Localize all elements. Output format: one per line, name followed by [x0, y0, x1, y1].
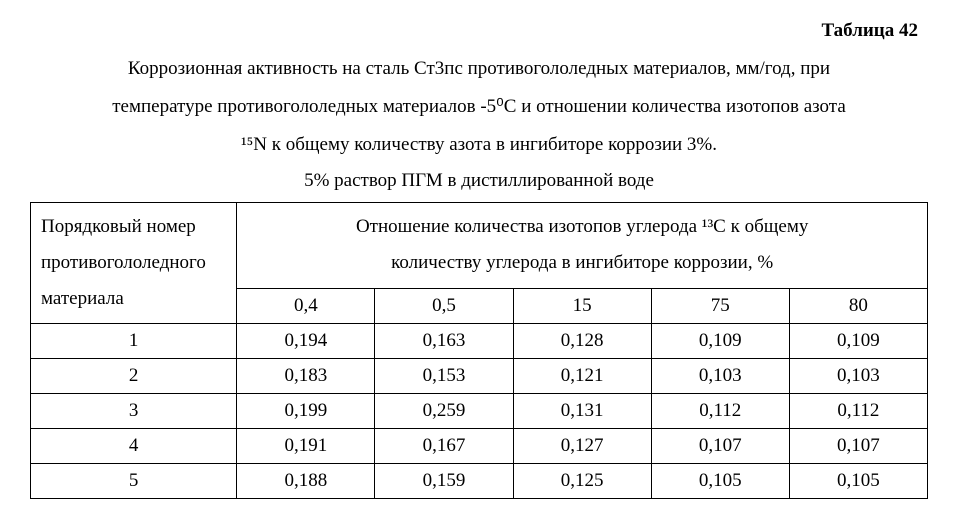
cell: 0,128 [513, 324, 651, 359]
cell: 0,103 [651, 359, 789, 394]
row-header-line-2: противогололедного [41, 252, 206, 273]
cell: 0,191 [237, 429, 375, 464]
cell: 0,109 [651, 324, 789, 359]
table-row: 1 0,194 0,163 0,128 0,109 0,109 [31, 324, 928, 359]
table-header-row-1: Порядковый номер противогололедного мате… [31, 203, 928, 289]
table-subtitle: 5% раствор ПГМ в дистиллированной воде [30, 170, 928, 192]
table-title: Коррозионная активность на сталь Ст3пс п… [30, 50, 928, 164]
table-row: 2 0,183 0,153 0,121 0,103 0,103 [31, 359, 928, 394]
column-group-header: Отношение количества изотопов углерода ¹… [237, 203, 928, 289]
cell: 0,107 [651, 429, 789, 464]
table-row: 5 0,188 0,159 0,125 0,105 0,105 [31, 464, 928, 499]
colgroup-line-1: Отношение количества изотопов углерода ¹… [356, 216, 808, 237]
percent-col-0: 0,4 [237, 288, 375, 323]
cell: 0,153 [375, 359, 513, 394]
row-header-line-3: материала [41, 288, 124, 309]
title-line-2: температуре противогололедных материалов… [112, 96, 846, 117]
cell: 0,127 [513, 429, 651, 464]
title-line-3: ¹⁵N к общему количеству азота в ингибито… [241, 134, 717, 155]
cell: 0,121 [513, 359, 651, 394]
percent-col-4: 80 [789, 288, 927, 323]
cell: 0,107 [789, 429, 927, 464]
row-id: 3 [31, 394, 237, 429]
cell: 0,159 [375, 464, 513, 499]
cell: 0,163 [375, 324, 513, 359]
row-id: 1 [31, 324, 237, 359]
colgroup-line-2: количеству углерода в ингибиторе коррози… [391, 252, 773, 273]
cell: 0,112 [789, 394, 927, 429]
cell: 0,105 [789, 464, 927, 499]
table-row: 4 0,191 0,167 0,127 0,107 0,107 [31, 429, 928, 464]
cell: 0,105 [651, 464, 789, 499]
cell: 0,103 [789, 359, 927, 394]
row-header-line-1: Порядковый номер [41, 216, 196, 237]
cell: 0,167 [375, 429, 513, 464]
cell: 0,188 [237, 464, 375, 499]
row-id: 2 [31, 359, 237, 394]
cell: 0,109 [789, 324, 927, 359]
cell: 0,112 [651, 394, 789, 429]
row-id: 4 [31, 429, 237, 464]
cell: 0,194 [237, 324, 375, 359]
percent-col-1: 0,5 [375, 288, 513, 323]
cell: 0,199 [237, 394, 375, 429]
title-line-1: Коррозионная активность на сталь Ст3пс п… [128, 58, 830, 79]
cell: 0,259 [375, 394, 513, 429]
cell: 0,183 [237, 359, 375, 394]
row-id: 5 [31, 464, 237, 499]
percent-col-3: 75 [651, 288, 789, 323]
corrosion-table: Порядковый номер противогололедного мате… [30, 202, 928, 499]
cell: 0,131 [513, 394, 651, 429]
table-number-label: Таблица 42 [30, 20, 928, 42]
row-header: Порядковый номер противогололедного мате… [31, 203, 237, 324]
table-row: 3 0,199 0,259 0,131 0,112 0,112 [31, 394, 928, 429]
cell: 0,125 [513, 464, 651, 499]
percent-col-2: 15 [513, 288, 651, 323]
